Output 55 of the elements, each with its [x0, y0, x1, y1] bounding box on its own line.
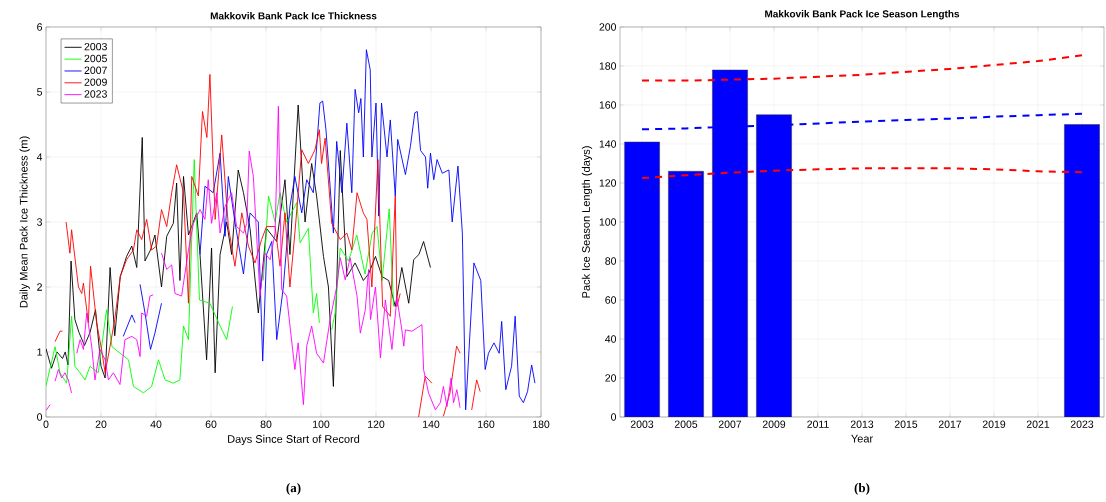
bar [668, 171, 704, 417]
x-tick-label: 60 [205, 420, 217, 428]
y-tick-label: 4 [36, 153, 43, 161]
y-axis-title: Pack Ice Season Length (days) [581, 146, 593, 298]
x-tick-label: 2011 [807, 420, 829, 428]
y-tick-label: 140 [599, 140, 617, 148]
y-tick-label: 0 [611, 413, 617, 421]
text: (b) [854, 483, 870, 495]
x-tick-label: 20 [95, 420, 107, 428]
y-tick-label: 3 [37, 218, 43, 226]
x-tick-label: 0 [43, 420, 49, 428]
bar [1064, 124, 1100, 417]
y-tick-label: 20 [605, 374, 617, 382]
x-tick-label: 2017 [938, 420, 962, 428]
x-tick-label: 2023 [1070, 420, 1094, 428]
chart-title: Makkovik Bank Pack Ice Thickness [210, 12, 377, 20]
y-tick-label: 6 [37, 23, 43, 31]
y-tick-label: 60 [605, 296, 617, 304]
y-tick-label: 200 [599, 23, 617, 31]
y-tick-label: 100 [599, 218, 617, 226]
x-tick-label: 160 [478, 420, 495, 428]
x-axis-title: Days Since Start of Record [228, 434, 360, 446]
legend-label: 2023 [84, 90, 107, 98]
y-tick-label: 5 [37, 88, 43, 96]
x-tick-label: 2005 [674, 420, 698, 428]
x-tick-label: 40 [150, 420, 162, 428]
y-tick-label: 160 [599, 101, 617, 109]
y-tick-label: 2 [37, 283, 42, 291]
x-tick-label: 2007 [718, 420, 742, 428]
x-tick-label: 100 [313, 420, 330, 428]
legend-label: 2007 [84, 66, 107, 74]
y-tick-label: 0 [37, 413, 43, 421]
legend-label: 2009 [84, 78, 107, 86]
x-tick-label: 2019 [982, 420, 1006, 428]
x-tick-label: 140 [423, 420, 440, 428]
legend-label: 2003 [84, 42, 107, 51]
x-axis-title: Year [851, 434, 873, 443]
y-tick-label: 120 [599, 179, 617, 187]
x-tick-label: 2009 [762, 420, 786, 428]
x-tick-label: 2003 [630, 420, 654, 428]
text: (a) [286, 483, 301, 495]
y-tick-label: 1 [37, 348, 42, 356]
legend-label: 2005 [84, 54, 107, 63]
x-tick-label: 80 [260, 420, 272, 428]
y-tick-label: 180 [599, 62, 617, 70]
x-tick-label: 180 [533, 420, 550, 428]
bar [624, 141, 660, 417]
x-tick-label: 2013 [850, 420, 874, 428]
chart-title: Makkovik Bank Pack Ice Season Lengths [765, 10, 960, 20]
y-tick-label: 80 [605, 257, 617, 265]
x-tick-label: 120 [368, 420, 385, 428]
x-tick-label: 2021 [1026, 420, 1050, 428]
y-axis-title: Daily Mean Pack Ice Thickness (m) [19, 136, 30, 308]
x-tick-label: 2015 [894, 420, 918, 428]
y-tick-label: 40 [605, 335, 617, 343]
